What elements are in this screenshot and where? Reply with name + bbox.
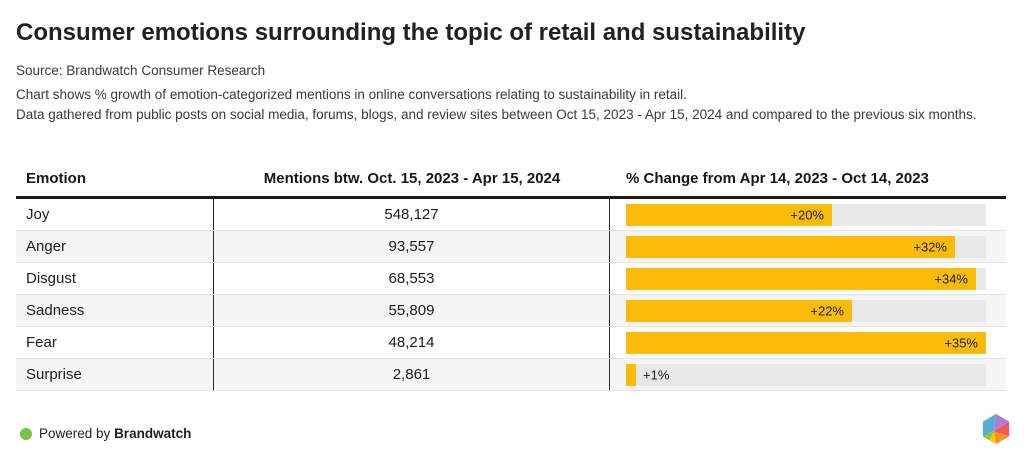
change-cell: +20% — [610, 199, 1006, 230]
mentions-cell: 548,127 — [214, 199, 610, 230]
change-bar — [626, 299, 852, 322]
emotion-cell: Disgust — [16, 263, 214, 294]
bar-value-label: +22% — [810, 303, 844, 318]
bar-value-label: +1% — [643, 367, 670, 382]
table-header-row: Emotion Mentions btw. Oct. 15, 2023 - Ap… — [16, 170, 1006, 196]
table-row: Fear 48,214 +35% — [16, 327, 1006, 359]
change-cell: +22% — [610, 295, 1006, 326]
emotion-cell: Sadness — [16, 295, 214, 326]
bar-track: +32% — [626, 235, 986, 258]
brand-name: Brandwatch — [114, 426, 192, 441]
logo-segment-orange — [993, 431, 1010, 445]
bar-value-label: +35% — [944, 335, 978, 350]
table-row: Disgust 68,553 +34% — [16, 263, 1006, 295]
bar-track: +22% — [626, 299, 986, 322]
description: Chart shows % growth of emotion-categori… — [16, 85, 1006, 125]
mentions-cell: 48,214 — [214, 327, 610, 358]
mentions-cell: 55,809 — [214, 295, 610, 326]
powered-by-text: Powered by Brandwatch — [39, 426, 191, 441]
brandwatch-hexagon-logo-icon — [982, 413, 1010, 445]
change-cell: +32% — [610, 231, 1006, 262]
emotions-table: Emotion Mentions btw. Oct. 15, 2023 - Ap… — [16, 170, 1006, 391]
change-cell: +34% — [610, 263, 1006, 294]
change-cell: +1% — [610, 359, 1006, 390]
bar-track: +1% — [626, 363, 986, 386]
change-bar — [626, 203, 832, 226]
bar-value-label: +20% — [790, 207, 824, 222]
mentions-cell: 2,861 — [214, 359, 610, 390]
bar-value-label: +34% — [934, 271, 968, 286]
description-line-1: Chart shows % growth of emotion-categori… — [16, 87, 687, 102]
emotion-cell: Anger — [16, 231, 214, 262]
table-row: Joy 548,127 +20% — [16, 199, 1006, 231]
table-row: Surprise 2,861 +1% — [16, 359, 1006, 390]
powered-by-footer: Powered by Brandwatch — [20, 426, 191, 441]
change-bar — [626, 363, 636, 386]
mentions-cell: 93,557 — [214, 231, 610, 262]
emotion-cell: Surprise — [16, 359, 214, 390]
logo-segment-red — [993, 421, 1010, 437]
column-header-emotion: Emotion — [26, 170, 86, 187]
bar-track: +35% — [626, 331, 986, 354]
mentions-cell: 68,553 — [214, 263, 610, 294]
change-bar — [626, 267, 976, 290]
content: Consumer emotions surrounding the topic … — [16, 19, 1006, 391]
emotion-cell: Fear — [16, 327, 214, 358]
emotion-cell: Joy — [16, 199, 214, 230]
description-line-2: Data gathered from public posts on socia… — [16, 107, 977, 122]
logo-segment-green — [982, 431, 994, 441]
logo-segment-yellow — [989, 431, 996, 445]
page-title: Consumer emotions surrounding the topic … — [16, 19, 806, 46]
table-body: Joy 548,127 +20% Anger 93,557 +32% Disgu… — [16, 196, 1006, 391]
powered-by-label: Powered by — [39, 426, 111, 441]
table-row: Anger 93,557 +32% — [16, 231, 1006, 263]
logo-segment-purple — [993, 413, 1010, 432]
table-row: Sadness 55,809 +22% — [16, 295, 1006, 327]
change-cell: +35% — [610, 327, 1006, 358]
brandwatch-dot-icon — [20, 427, 32, 440]
change-bar — [626, 235, 955, 258]
bar-track: +34% — [626, 267, 986, 290]
column-header-change: % Change from Apr 14, 2023 - Oct 14, 202… — [626, 170, 929, 187]
change-bar — [626, 331, 986, 354]
column-header-mentions: Mentions btw. Oct. 15, 2023 - Apr 15, 20… — [263, 170, 561, 187]
source-line: Source: Brandwatch Consumer Research — [16, 63, 266, 78]
bar-track: +20% — [626, 203, 986, 226]
logo-segment-blue — [982, 413, 996, 437]
bar-value-label: +32% — [913, 239, 947, 254]
